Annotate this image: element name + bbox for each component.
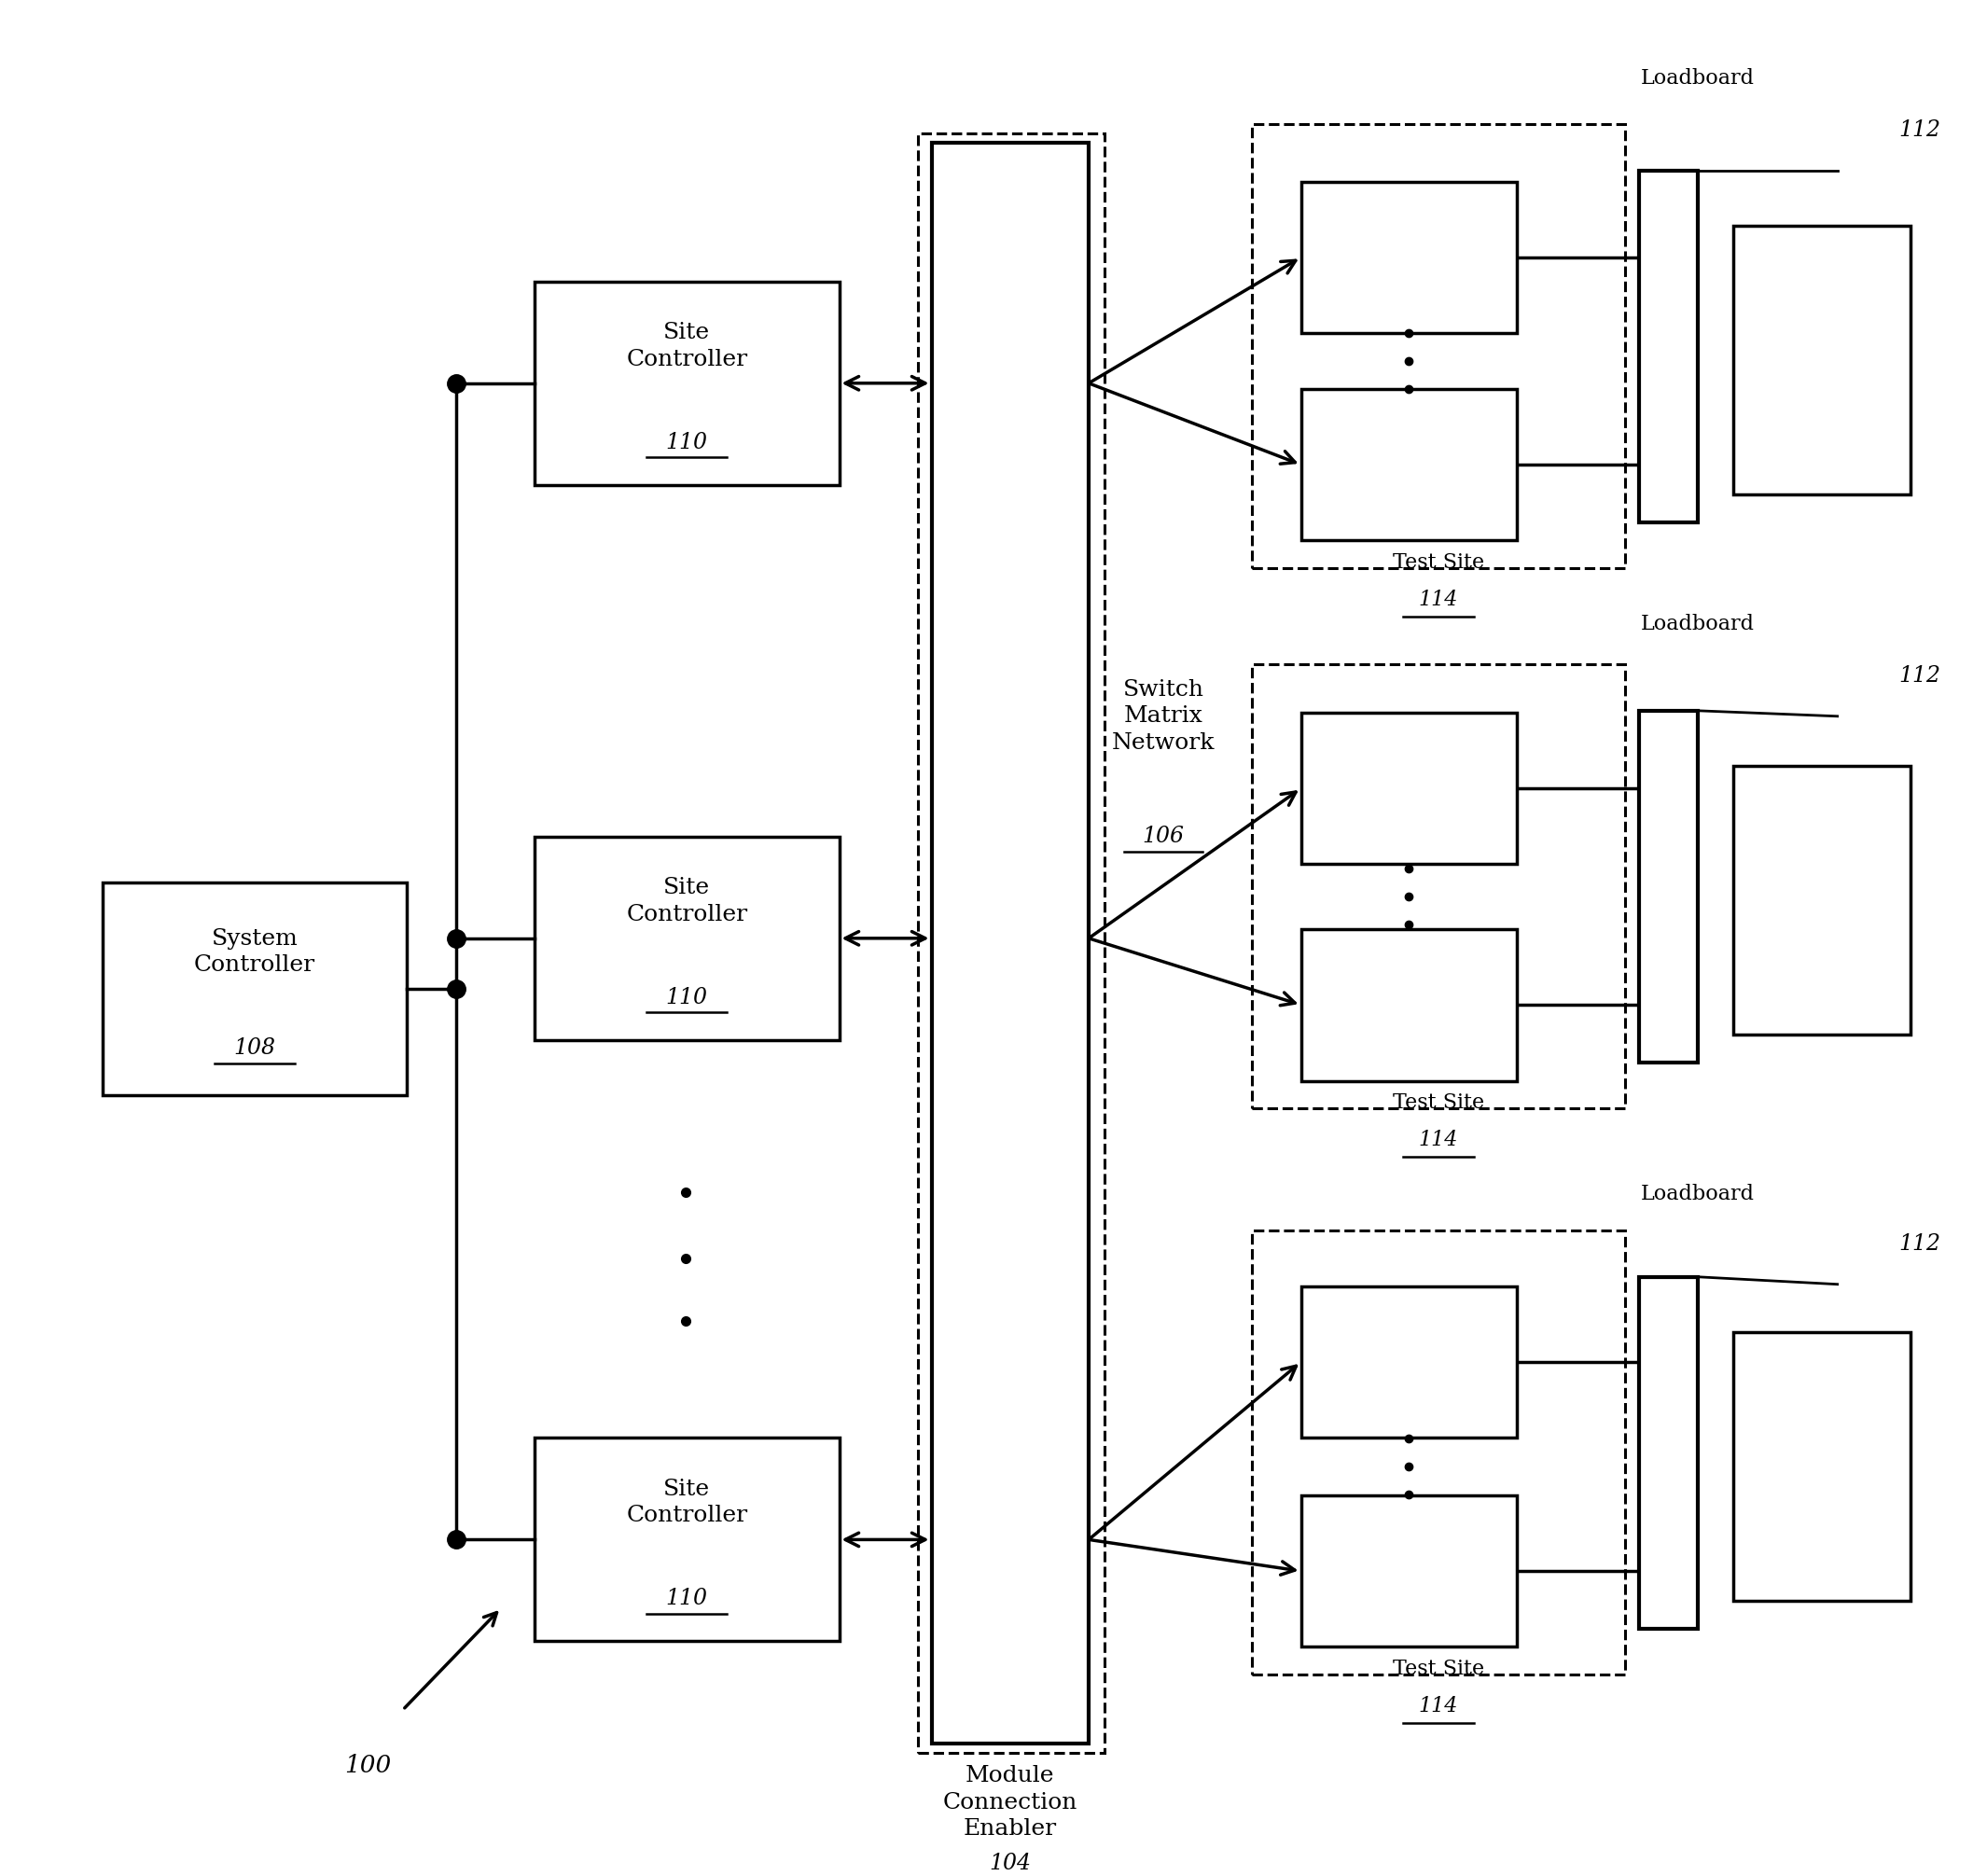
FancyBboxPatch shape xyxy=(1734,1332,1910,1600)
Text: 102: 102 xyxy=(1389,268,1430,291)
Text: 110: 110 xyxy=(665,987,708,1007)
Text: Loadboard: Loadboard xyxy=(1642,68,1754,88)
Text: Module
Connection
Enabler: Module Connection Enabler xyxy=(943,1765,1077,1840)
Text: 104: 104 xyxy=(988,1853,1032,1874)
Text: DUT: DUT xyxy=(1795,1456,1849,1476)
Text: 112: 112 xyxy=(1898,118,1941,141)
Text: Module: Module xyxy=(1369,1323,1448,1343)
Text: 102: 102 xyxy=(1389,1373,1430,1396)
Text: Module: Module xyxy=(1369,749,1448,769)
FancyBboxPatch shape xyxy=(103,884,406,1096)
Text: Module: Module xyxy=(1369,964,1448,985)
FancyBboxPatch shape xyxy=(1300,1287,1517,1437)
Text: 112: 112 xyxy=(1898,1233,1941,1255)
FancyBboxPatch shape xyxy=(1300,929,1517,1081)
Text: Site
Controller: Site Controller xyxy=(625,878,748,925)
Text: 108: 108 xyxy=(233,1037,276,1060)
Text: Loadboard: Loadboard xyxy=(1642,1184,1754,1204)
FancyBboxPatch shape xyxy=(1300,388,1517,540)
Text: 106: 106 xyxy=(1142,825,1184,848)
Text: 102: 102 xyxy=(1389,477,1430,497)
Text: Switch
Matrix
Network: Switch Matrix Network xyxy=(1113,679,1215,754)
Text: Loadboard: Loadboard xyxy=(1642,613,1754,634)
Text: 102: 102 xyxy=(1389,1017,1430,1037)
Text: Module: Module xyxy=(1369,424,1448,445)
FancyBboxPatch shape xyxy=(1300,1495,1517,1647)
Text: 110: 110 xyxy=(665,431,708,454)
FancyBboxPatch shape xyxy=(1640,1278,1699,1628)
Text: Module: Module xyxy=(1369,1531,1448,1551)
FancyBboxPatch shape xyxy=(535,281,839,486)
Text: DUT: DUT xyxy=(1795,349,1849,371)
Text: 114: 114 xyxy=(1419,1129,1458,1150)
Text: Test Site: Test Site xyxy=(1393,1658,1484,1679)
Text: 114: 114 xyxy=(1419,1696,1458,1717)
FancyBboxPatch shape xyxy=(1640,711,1699,1062)
FancyBboxPatch shape xyxy=(1734,225,1910,493)
Text: 112: 112 xyxy=(1898,664,1941,687)
Text: 114: 114 xyxy=(1419,589,1458,610)
Text: Module: Module xyxy=(1369,218,1448,238)
Text: Test Site: Test Site xyxy=(1393,1092,1484,1112)
FancyBboxPatch shape xyxy=(1734,765,1910,1034)
Text: 100: 100 xyxy=(343,1754,391,1777)
Text: Site
Controller: Site Controller xyxy=(625,1478,748,1527)
FancyBboxPatch shape xyxy=(535,1437,839,1642)
FancyBboxPatch shape xyxy=(1640,171,1699,522)
FancyBboxPatch shape xyxy=(535,837,839,1039)
FancyBboxPatch shape xyxy=(1300,182,1517,334)
Text: 102: 102 xyxy=(1389,799,1430,822)
Text: 102: 102 xyxy=(1389,1583,1430,1604)
Text: DUT: DUT xyxy=(1795,889,1849,912)
Text: Site
Controller: Site Controller xyxy=(625,323,748,370)
FancyBboxPatch shape xyxy=(931,143,1089,1743)
Text: System
Controller: System Controller xyxy=(193,929,316,976)
Text: 110: 110 xyxy=(665,1589,708,1610)
Text: Test Site: Test Site xyxy=(1393,552,1484,572)
FancyBboxPatch shape xyxy=(1300,713,1517,865)
